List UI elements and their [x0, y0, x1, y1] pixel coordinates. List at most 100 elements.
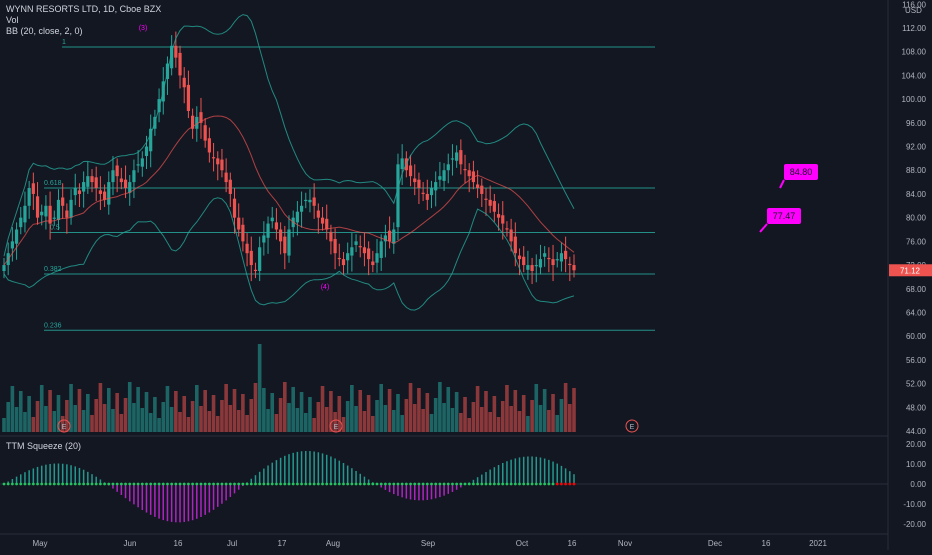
fib-level-label: 1 [62, 39, 66, 46]
candle-body [149, 128, 153, 152]
squeeze-dot [492, 482, 496, 486]
squeeze-dot [430, 482, 433, 486]
price-tick-label: 108.00 [902, 48, 927, 57]
squeeze-dot [262, 482, 266, 486]
squeeze-dot [136, 482, 140, 486]
squeeze-dot [396, 482, 400, 486]
volume-bar [324, 407, 329, 432]
volume-indicator-label[interactable]: Vol [6, 15, 19, 25]
time-tick-label: Nov [618, 539, 632, 548]
earnings-marker[interactable] [625, 419, 639, 433]
squeeze-dot [19, 482, 23, 486]
squeeze-dot [304, 482, 308, 486]
candle-body [262, 235, 266, 243]
squeeze-dot [65, 482, 69, 486]
volume-bar [412, 404, 417, 432]
squeeze-dot [346, 482, 350, 486]
squeeze-dot [505, 482, 509, 486]
candle-body [476, 184, 480, 189]
squeeze-dot [551, 482, 555, 486]
candle-body [387, 230, 392, 242]
candle-body [463, 169, 467, 171]
squeeze-dot [182, 482, 186, 486]
volume-bar [308, 397, 312, 432]
volume-bar [199, 406, 203, 432]
volume-bar [538, 405, 543, 432]
volume-bar [119, 414, 124, 432]
squeeze-dot [409, 482, 412, 486]
squeeze-dot [308, 482, 312, 486]
candle-body [170, 45, 174, 69]
squeeze-dot [224, 482, 228, 486]
volume-bar [203, 390, 207, 432]
candle-body [128, 182, 132, 193]
volume-bar [492, 396, 497, 432]
squeeze-dot [254, 482, 257, 486]
candle-body [325, 218, 329, 230]
volume-bar [496, 417, 501, 432]
squeeze-dot [337, 482, 341, 486]
squeeze-dot [275, 482, 278, 486]
candle-body [299, 205, 304, 212]
price-tick-label: 52.00 [906, 380, 927, 389]
volume-bar [65, 400, 69, 432]
candle-body [367, 248, 371, 260]
volume-bar [48, 390, 52, 432]
volume-bar [144, 392, 149, 432]
bollinger-indicator-label[interactable]: BB (20, close, 2, 0) [6, 26, 83, 36]
volume-bar [417, 388, 421, 432]
candle-body [195, 116, 199, 129]
volume-bar [207, 411, 212, 432]
volume-bar [182, 396, 187, 432]
squeeze-dot [451, 482, 454, 486]
volume-bar [10, 386, 15, 432]
volume-bar [341, 417, 346, 432]
earnings-marker[interactable] [329, 419, 343, 433]
price-tick-label: 60.00 [906, 332, 927, 341]
squeeze-dot [484, 482, 488, 486]
candle-body [400, 158, 404, 170]
candle-body [396, 164, 400, 228]
squeeze-tick-label: 0.00 [910, 480, 926, 489]
volume-bar [190, 401, 195, 432]
candle-body [224, 172, 228, 183]
candle-body [77, 190, 82, 194]
volume-bar [337, 396, 342, 432]
candle-body [10, 241, 14, 249]
volume-bar [488, 412, 492, 432]
candle-body [371, 261, 375, 266]
volume-bar [169, 407, 174, 432]
symbol-title[interactable]: WYNN RESORTS LTD, 1D, Cboe BZX [6, 4, 162, 14]
candle-body [186, 84, 191, 111]
candle-body [216, 158, 220, 165]
volume-bar [35, 401, 40, 432]
volume-bar [459, 413, 463, 432]
squeeze-dot [530, 482, 534, 486]
volume-bar [73, 405, 78, 432]
volume-bar [391, 410, 396, 432]
squeeze-dot [291, 482, 295, 486]
candle-body [123, 179, 128, 189]
squeeze-dot [513, 482, 517, 486]
candle-body [119, 178, 123, 183]
squeeze-dot [40, 482, 44, 486]
squeeze-dot [509, 482, 513, 486]
target-price-callout[interactable] [784, 164, 818, 180]
earnings-marker[interactable] [57, 419, 71, 433]
time-tick-label: 17 [278, 539, 287, 548]
squeeze-dot [392, 482, 396, 486]
squeeze-dot [140, 482, 144, 486]
squeeze-dot [560, 482, 563, 486]
volume-bar [123, 398, 128, 432]
volume-bar [270, 393, 275, 432]
candle-body [144, 146, 149, 157]
squeeze-dot [73, 482, 77, 486]
target-price-callout[interactable] [767, 208, 801, 224]
squeeze-dot [36, 482, 39, 486]
candle-body [136, 164, 140, 166]
volume-bar [387, 389, 392, 432]
squeeze-dot [534, 482, 538, 486]
squeeze-indicator-label[interactable]: TTM Squeeze (20) [6, 441, 82, 451]
